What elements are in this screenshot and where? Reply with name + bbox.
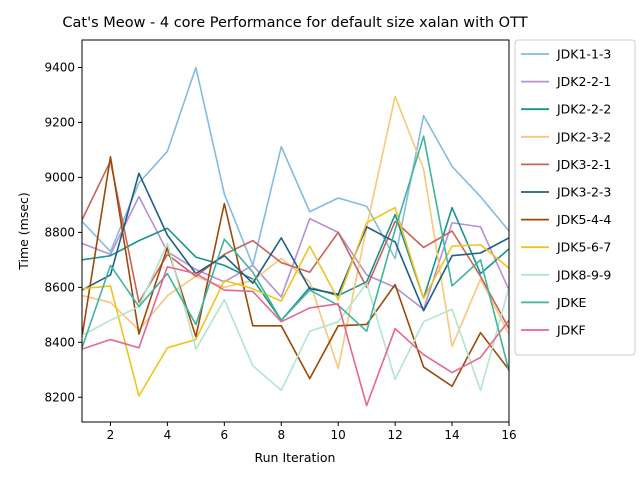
y-tick-label: 8600 — [44, 280, 75, 294]
series-line-jdk3-2-1 — [82, 160, 509, 329]
x-axis: 2 4 6 8 10 12 14 16 — [107, 422, 517, 442]
legend-label-jdk3-2-3: JDK3-2-3 — [556, 185, 611, 200]
series-line-jdkf — [82, 265, 509, 407]
x-tick-label: 8 — [277, 428, 285, 442]
legend-frame — [514, 39, 636, 356]
legend: JDK1-1-3 JDK2-2-1 JDK2-2-2 JDK2-3-2 JDK3-2-1… — [514, 39, 636, 356]
x-tick-label: 4 — [164, 428, 172, 442]
series-line-jdk5-6-7 — [82, 206, 509, 397]
legend-label-jdk2-2-1: JDK2-2-1 — [556, 74, 611, 89]
legend-label-jdk5-4-4: JDK5-4-4 — [556, 212, 611, 227]
legend-label-jdk5-6-7: JDK5-6-7 — [556, 240, 611, 255]
y-tick-label: 8400 — [44, 335, 75, 349]
y-tick-label: 9000 — [44, 170, 75, 184]
plot-lines — [82, 66, 509, 407]
legend-label-jdk2-3-2: JDK2-3-2 — [556, 129, 611, 144]
x-tick-label: 16 — [501, 428, 516, 442]
series-line-jdke — [82, 135, 509, 372]
chart-title: Cat's Meow - 4 core Performance for defa… — [62, 15, 527, 31]
y-tick-label: 9200 — [44, 115, 75, 129]
series-line-jdk8-9-9 — [82, 242, 509, 392]
series-line-jdk2-2-1 — [82, 195, 509, 311]
y-tick-label: 8200 — [44, 390, 75, 404]
x-tick-label: 6 — [221, 428, 229, 442]
x-tick-label: 10 — [331, 428, 346, 442]
x-axis-label: Run Iteration — [255, 450, 336, 465]
y-axis: 8200 8400 8600 8800 9000 9200 9400 — [44, 60, 82, 404]
y-axis-label: Time (msec) — [16, 192, 31, 271]
series-line-jdk2-3-2 — [82, 95, 509, 370]
legend-label-jdke: JDKE — [556, 295, 587, 310]
series-line-jdk5-4-4 — [82, 156, 509, 388]
plot-frame — [81, 39, 510, 423]
y-tick-label: 8800 — [44, 225, 75, 239]
y-tick-label: 9400 — [44, 60, 75, 74]
legend-label-jdkf: JDKF — [556, 323, 586, 338]
legend-label-jdk1-1-3: JDK1-1-3 — [556, 47, 611, 62]
legend-label-jdk3-2-1: JDK3-2-1 — [556, 157, 611, 172]
series-line-jdk1-1-3 — [82, 66, 509, 267]
x-tick-label: 2 — [107, 428, 115, 442]
x-tick-label: 12 — [387, 428, 402, 442]
legend-label-jdk2-2-2: JDK2-2-2 — [556, 102, 611, 117]
x-tick-label: 14 — [444, 428, 459, 442]
legend-label-jdk8-9-9: JDK8-9-9 — [556, 267, 611, 282]
series-line-jdk3-2-3 — [82, 172, 509, 312]
